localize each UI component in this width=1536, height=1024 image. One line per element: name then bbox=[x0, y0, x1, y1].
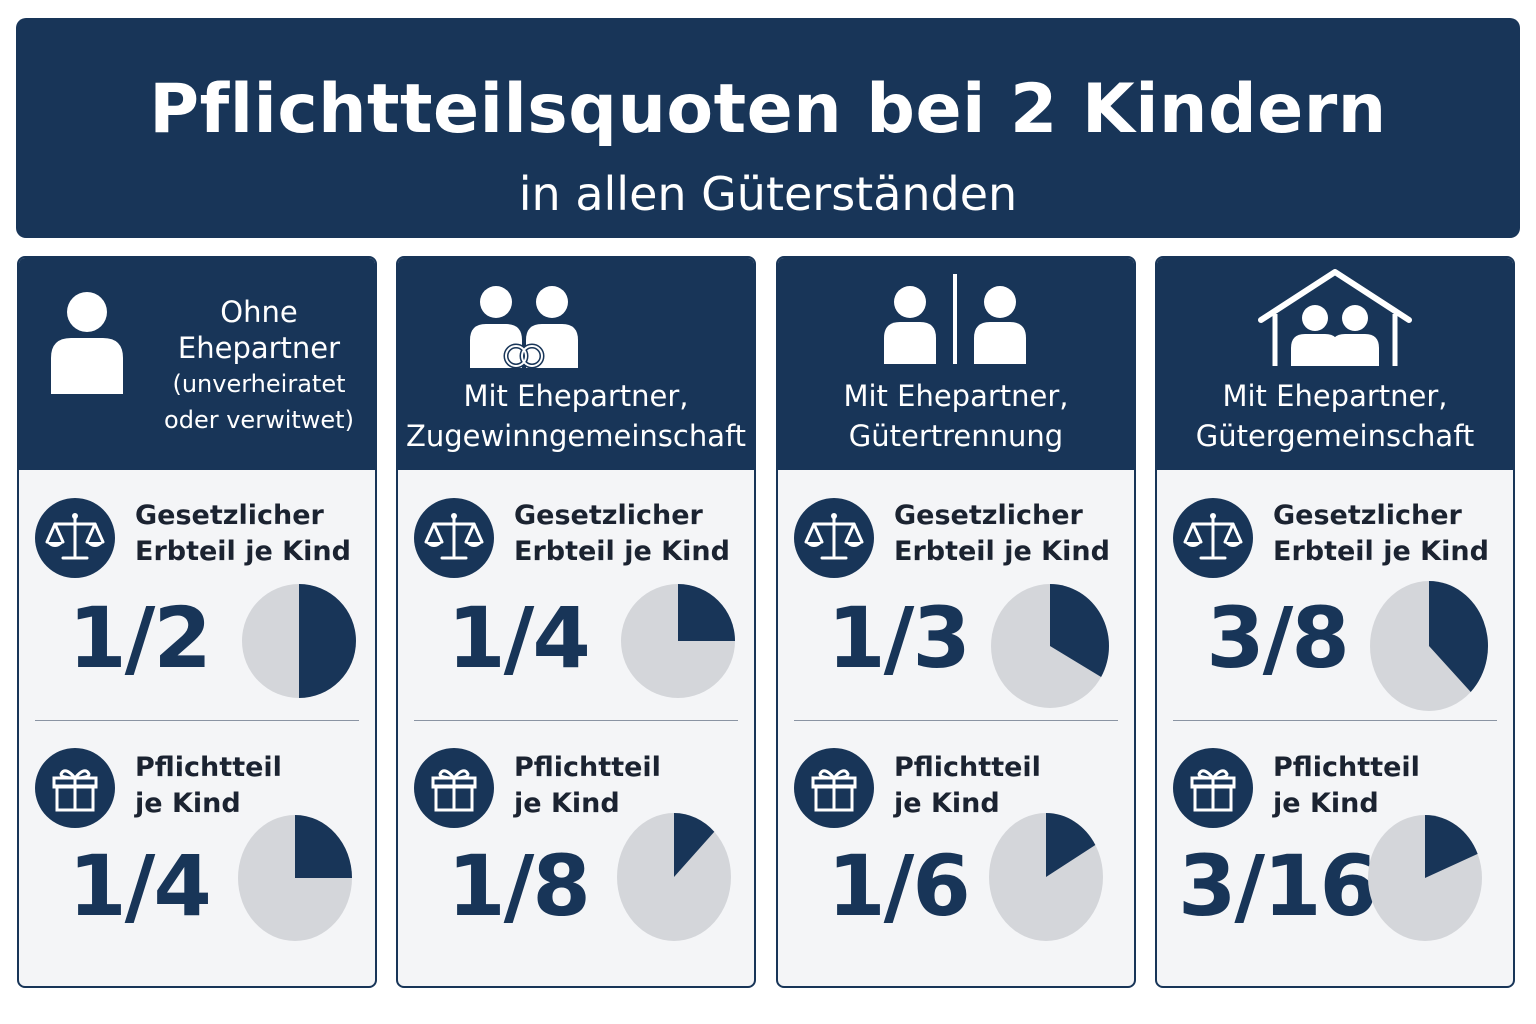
erbteil-pie-chart bbox=[1370, 581, 1488, 711]
card-header-label: Mit Ehepartner, Gütertrennung bbox=[843, 379, 1069, 453]
pflichtteil-fraction: 1/4 bbox=[68, 837, 212, 935]
card-guetertrennung: Mit Ehepartner, Gütertrennung Gesetzlich… bbox=[776, 256, 1136, 988]
pflichtteil-pie-chart bbox=[238, 815, 352, 941]
erbteil-pie-chart bbox=[621, 584, 735, 698]
single-person-icon bbox=[51, 292, 123, 394]
header-line-1: Ohne Ehepartner bbox=[177, 295, 341, 365]
couple-rings-icon bbox=[470, 286, 578, 369]
pie-share-slice bbox=[295, 815, 352, 878]
pie-share-slice bbox=[1046, 813, 1096, 877]
card-header: Mit Ehepartner, Zugewinngemeinschaft bbox=[398, 258, 754, 470]
pie-share-slice bbox=[1429, 581, 1488, 692]
pflichtteil-label: Pflichtteil je Kind bbox=[1273, 752, 1420, 819]
pflichtteil-fraction: 3/16 bbox=[1177, 837, 1378, 935]
page-title: Pflichtteilsquoten bei 2 Kindern bbox=[149, 70, 1387, 149]
page-subtitle: in allen Güterständen bbox=[518, 167, 1018, 221]
card-header: Mit Ehepartner, Gütertrennung bbox=[778, 258, 1134, 470]
card-header-label: Mit Ehepartner, Zugewinngemeinschaft bbox=[405, 379, 747, 453]
pflichtteil-pie-chart bbox=[989, 813, 1103, 941]
pflichtteil-label: Pflichtteil je Kind bbox=[514, 752, 661, 819]
card-header-label: Ohne Ehepartner (unverheiratet oder verw… bbox=[139, 294, 375, 438]
erbteil-label: Gesetzlicher Erbteil je Kind bbox=[1273, 500, 1489, 567]
pie-share-slice bbox=[1425, 815, 1478, 878]
pflichtteil-label: Pflichtteil je Kind bbox=[135, 752, 282, 819]
erbteil-fraction: 1/3 bbox=[827, 589, 971, 687]
gift-icon bbox=[414, 748, 494, 828]
title-banner: Pflichtteilsquoten bei 2 Kindern in alle… bbox=[16, 18, 1520, 238]
pflichtteil-pie-chart bbox=[617, 813, 731, 941]
erbteil-label: Gesetzlicher Erbteil je Kind bbox=[514, 500, 730, 567]
pie-share-slice bbox=[1050, 584, 1109, 677]
erbteil-pie-chart bbox=[242, 584, 356, 698]
erbteil-label: Gesetzlicher Erbteil je Kind bbox=[894, 500, 1110, 567]
pflichtteil-fraction: 1/6 bbox=[827, 837, 971, 935]
scales-icon bbox=[1173, 498, 1253, 578]
pie-share-slice bbox=[678, 584, 735, 641]
erbteil-fraction: 1/4 bbox=[447, 589, 591, 687]
separated-couple-icon bbox=[884, 274, 1026, 364]
erbteil-fraction: 1/2 bbox=[68, 589, 212, 687]
pie-share-slice bbox=[674, 813, 715, 877]
pflichtteil-fraction: 1/8 bbox=[447, 837, 591, 935]
pflichtteil-pie-chart bbox=[1368, 815, 1482, 941]
couple-house-icon bbox=[1258, 269, 1412, 366]
card-ohne-ehepartner: Ohne Ehepartner (unverheiratet oder verw… bbox=[17, 256, 377, 988]
card-header: Mit Ehepartner, Gütergemeinschaft bbox=[1157, 258, 1513, 470]
erbteil-fraction: 3/8 bbox=[1206, 589, 1350, 687]
section-divider bbox=[35, 720, 359, 721]
header-line-3: oder verwitwet) bbox=[164, 406, 354, 434]
pflichtteil-label: Pflichtteil je Kind bbox=[894, 752, 1041, 819]
section-divider bbox=[794, 720, 1118, 721]
card-guetergemeinschaft: Mit Ehepartner, Gütergemeinschaft Gesetz… bbox=[1155, 256, 1515, 988]
pie-share-slice bbox=[299, 584, 356, 698]
scales-icon bbox=[794, 498, 874, 578]
card-zugewinngemeinschaft: Mit Ehepartner, Zugewinngemeinschaft Ges… bbox=[396, 256, 756, 988]
card-header: Ohne Ehepartner (unverheiratet oder verw… bbox=[19, 258, 375, 470]
gift-icon bbox=[35, 748, 115, 828]
erbteil-label: Gesetzlicher Erbteil je Kind bbox=[135, 500, 351, 567]
gift-icon bbox=[1173, 748, 1253, 828]
erbteil-pie-chart bbox=[991, 584, 1109, 708]
scales-icon bbox=[414, 498, 494, 578]
scales-icon bbox=[35, 498, 115, 578]
gift-icon bbox=[794, 748, 874, 828]
section-divider bbox=[414, 720, 738, 721]
section-divider bbox=[1173, 720, 1497, 721]
card-header-label: Mit Ehepartner, Gütergemeinschaft bbox=[1195, 379, 1475, 453]
header-line-2: (unverheiratet bbox=[172, 370, 346, 398]
